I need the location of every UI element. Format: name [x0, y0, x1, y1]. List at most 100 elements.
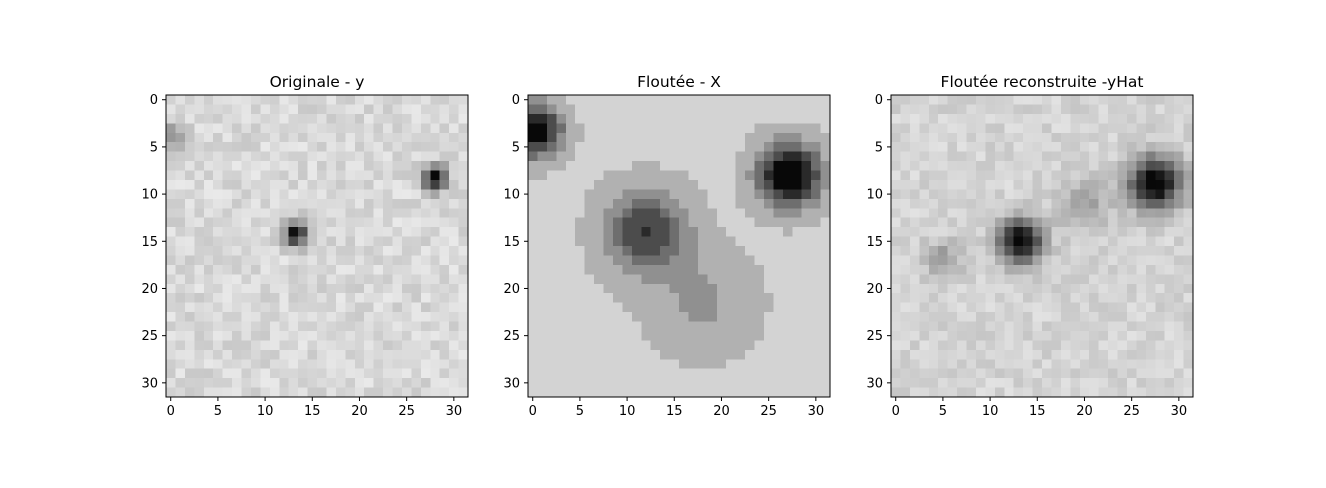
heatmap-cell [641, 179, 651, 190]
heatmap-cell [575, 123, 585, 134]
heatmap-cell [1051, 142, 1062, 152]
heatmap-cell [603, 189, 614, 200]
heatmap-cell [1108, 142, 1118, 152]
heatmap-cell [250, 359, 261, 369]
heatmap-cell [232, 302, 242, 313]
heatmap-cell [745, 274, 755, 285]
heatmap-cell [650, 132, 661, 143]
heatmap-cell [1004, 330, 1014, 341]
heatmap-cell [631, 132, 642, 143]
heatmap-cell [317, 123, 327, 134]
heatmap-cell [688, 349, 699, 360]
heatmap-cell [1145, 208, 1156, 218]
heatmap-cell [745, 161, 755, 171]
heatmap-cell [575, 246, 585, 256]
heatmap-cell [1023, 359, 1033, 369]
heatmap-cell [1089, 246, 1099, 256]
heatmap-cell [420, 340, 431, 351]
heatmap-cell [919, 293, 930, 303]
heatmap-cell [260, 104, 271, 115]
heatmap-cell [707, 95, 718, 105]
heatmap-cell [773, 198, 784, 209]
heatmap-cell [1145, 179, 1156, 190]
heatmap-cell [966, 123, 977, 134]
heatmap-cell [782, 132, 793, 143]
heatmap-cell [612, 95, 623, 105]
heatmap-cell [401, 368, 412, 379]
heatmap-cell [909, 302, 920, 313]
heatmap-cell [392, 151, 403, 162]
heatmap-cell [754, 340, 765, 351]
heatmap-cell [782, 274, 793, 285]
heatmap-cell [650, 179, 661, 190]
heatmap-cell [1004, 113, 1014, 124]
heatmap-cell [928, 368, 939, 379]
heatmap-cell [364, 104, 374, 115]
heatmap-cell [1164, 359, 1175, 369]
heatmap-cell [985, 170, 996, 181]
heatmap-cell [1079, 217, 1090, 228]
heatmap-cell [232, 170, 242, 181]
heatmap-cell [420, 255, 431, 266]
heatmap-cell [622, 113, 633, 124]
heatmap-cell [782, 95, 793, 105]
heatmap-cell [650, 189, 661, 200]
heatmap-cell [1183, 142, 1194, 152]
heatmap-cell [1013, 208, 1024, 218]
heatmap-cell [449, 132, 459, 143]
heatmap-cell [697, 189, 708, 200]
heatmap-cell [612, 378, 623, 388]
heatmap-cell [947, 217, 958, 228]
heatmap-cell [660, 142, 670, 152]
heatmap-cell [269, 330, 280, 341]
heatmap-cell [1098, 179, 1109, 190]
heatmap-cell [900, 274, 911, 285]
heatmap-cell [994, 387, 1005, 398]
heatmap-cell [392, 340, 403, 351]
heatmap-cell [420, 321, 431, 332]
heatmap-cell [975, 274, 986, 285]
heatmap-cell [1070, 142, 1081, 152]
heatmap-cell [1145, 189, 1156, 200]
heatmap-cell [985, 387, 996, 398]
heatmap-cell [1079, 274, 1090, 285]
heatmap-cell [707, 123, 718, 134]
heatmap-cell [641, 293, 651, 303]
heatmap-cell [213, 321, 223, 332]
heatmap-cell [1108, 123, 1118, 134]
heatmap-cell [298, 359, 308, 369]
heatmap-cell [575, 208, 585, 218]
heatmap-cell [994, 293, 1005, 303]
heatmap-cell [735, 387, 746, 398]
heatmap-cell [612, 340, 623, 351]
heatmap-cell [411, 378, 422, 388]
heatmap-cell [326, 264, 337, 275]
heatmap-cell [411, 387, 422, 398]
heatmap-cell [679, 95, 689, 105]
heatmap-cell [745, 330, 755, 341]
heatmap-cell [975, 246, 986, 256]
heatmap-cell [288, 340, 299, 351]
heatmap-cell [1145, 132, 1156, 143]
heatmap-cell [1164, 368, 1175, 379]
heatmap-cell [1117, 378, 1128, 388]
heatmap-cell [556, 104, 567, 115]
heatmap-cell [975, 95, 986, 105]
heatmap-cell [641, 170, 651, 181]
heatmap-cell [166, 349, 176, 360]
heatmap-cell [556, 217, 567, 228]
heatmap-cell [241, 189, 252, 200]
heatmap-cell [449, 104, 459, 115]
heatmap-cell [928, 161, 939, 171]
heatmap-cell [449, 95, 459, 105]
heatmap-cell [317, 330, 327, 341]
heatmap-cell [966, 208, 977, 218]
heatmap-cell [928, 189, 939, 200]
heatmap-cell [241, 142, 252, 152]
heatmap-cell [975, 236, 986, 247]
heatmap-cell [546, 359, 557, 369]
heatmap-cell [801, 349, 812, 360]
heatmap-cell [364, 113, 374, 124]
heatmap-cell [975, 340, 986, 351]
heatmap-cell [1051, 293, 1062, 303]
